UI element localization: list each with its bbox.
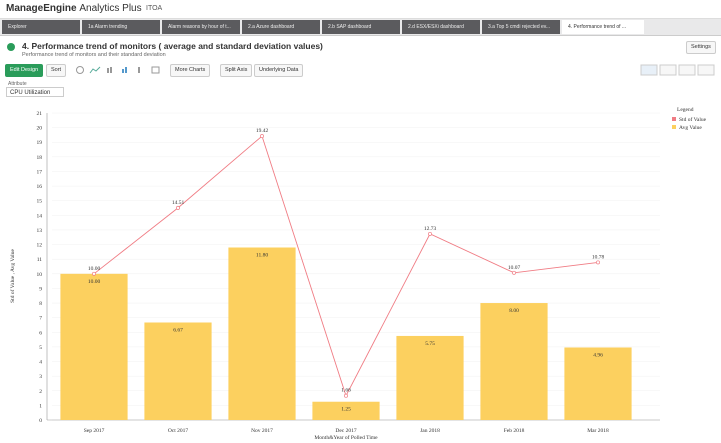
y-tick-label: 10 bbox=[37, 272, 43, 278]
x-tick-label: Mar 2018 bbox=[587, 428, 609, 434]
settings-button[interactable]: Settings bbox=[686, 41, 716, 54]
y-axis-title: Std of Value , Avg Value bbox=[9, 249, 16, 303]
x-tick-label: Feb 2018 bbox=[504, 428, 525, 434]
value-label: 6.67 bbox=[173, 327, 183, 333]
line-point bbox=[512, 270, 516, 275]
report-subtitle: Performance trend of monitors and their … bbox=[22, 52, 166, 58]
y-tick-label: 4 bbox=[39, 360, 42, 366]
top-bar: ManageEngine Analytics Plus ITOA bbox=[0, 0, 721, 19]
brand: ManageEngine Analytics Plus bbox=[6, 3, 142, 14]
tab[interactable]: 2.d ESX/ESXi dashboard bbox=[402, 20, 480, 34]
value-label: 1.66 bbox=[341, 388, 351, 394]
value-label: 8.00 bbox=[509, 308, 519, 314]
tab[interactable]: 4. Performance trend of ... bbox=[562, 20, 644, 34]
y-tick-label: 9 bbox=[39, 286, 42, 292]
line-point bbox=[344, 393, 348, 398]
value-label: 4.96 bbox=[593, 352, 603, 358]
value-label: 14.51 bbox=[172, 200, 185, 206]
y-tick-label: 0 bbox=[39, 418, 42, 424]
product-name: Analytics Plus bbox=[79, 3, 142, 14]
y-tick-label: 11 bbox=[37, 257, 43, 263]
more-charts-button[interactable]: More Charts bbox=[170, 64, 211, 77]
x-tick-label: Oct 2017 bbox=[168, 428, 189, 434]
x-tick-label: Nov 2017 bbox=[251, 428, 273, 434]
legend-swatch bbox=[672, 117, 676, 121]
tab[interactable]: Explorer bbox=[2, 20, 80, 34]
y-tick-label: 16 bbox=[37, 184, 43, 190]
y-tick-label: 1 bbox=[39, 403, 42, 409]
x-tick-label: Dec 2017 bbox=[335, 428, 356, 434]
x-axis-title: Month&Year of Polled Time bbox=[314, 434, 378, 441]
legend-label: Std of Value bbox=[679, 116, 707, 123]
legend-swatch bbox=[672, 125, 676, 129]
value-label: 19.42 bbox=[256, 128, 269, 134]
share-icons[interactable] bbox=[640, 64, 716, 76]
bar bbox=[312, 401, 380, 420]
y-tick-label: 21 bbox=[37, 111, 43, 117]
sort-button[interactable]: Sort bbox=[46, 64, 67, 77]
brand-name: ManageEngine bbox=[6, 3, 77, 14]
bar bbox=[228, 247, 296, 420]
value-label: 10.78 bbox=[592, 254, 605, 260]
tab[interactable]: Alarm reasons by hour of t... bbox=[162, 20, 240, 34]
tab[interactable]: 2.a Azure dashboard bbox=[242, 20, 320, 34]
y-tick-label: 14 bbox=[37, 213, 43, 219]
y-tick-label: 12 bbox=[37, 243, 43, 249]
tab[interactable]: 3.a Top 5 cmdi rejected ev... bbox=[482, 20, 560, 34]
filter-select[interactable]: CPU Utilization bbox=[6, 87, 64, 97]
workspace[interactable]: ITOA bbox=[146, 5, 163, 12]
report-title: 4. Performance trend of monitors ( avera… bbox=[22, 41, 323, 51]
line-point bbox=[92, 271, 96, 276]
edit-design-button[interactable]: Edit Design bbox=[5, 64, 44, 77]
tab[interactable]: 1a Alarm trending bbox=[82, 20, 160, 34]
line-point bbox=[428, 231, 432, 236]
x-tick-label: Sep 2017 bbox=[84, 428, 105, 434]
filter-label: Attribute bbox=[8, 81, 27, 87]
y-tick-label: 17 bbox=[37, 169, 43, 175]
split-axis-button[interactable]: Split Axis bbox=[220, 64, 253, 77]
y-tick-label: 13 bbox=[37, 228, 43, 234]
bar bbox=[564, 347, 632, 420]
chart-type-icons[interactable] bbox=[74, 65, 166, 75]
y-tick-label: 20 bbox=[37, 126, 43, 132]
y-tick-label: 2 bbox=[39, 389, 42, 395]
value-label: 5.75 bbox=[425, 341, 435, 347]
line-point bbox=[260, 134, 264, 139]
bar bbox=[480, 303, 548, 420]
y-tick-label: 7 bbox=[39, 316, 42, 322]
legend-label: Avg Value bbox=[679, 125, 702, 131]
bar bbox=[144, 322, 212, 420]
x-tick-label: Jan 2018 bbox=[420, 428, 440, 434]
value-label: 10.07 bbox=[508, 265, 521, 271]
line-point bbox=[176, 205, 180, 210]
value-label: 11.80 bbox=[256, 252, 268, 258]
y-tick-label: 3 bbox=[39, 374, 42, 380]
report-icon bbox=[7, 43, 15, 51]
value-label: 12.73 bbox=[424, 226, 437, 232]
chart: Std of Value , Avg Value Month&Year of P… bbox=[9, 107, 707, 441]
tab-bar: Explorer 1a Alarm trending Alarm reasons b… bbox=[0, 19, 721, 36]
y-tick-label: 8 bbox=[39, 301, 42, 307]
y-tick-label: 6 bbox=[39, 330, 42, 336]
value-label: 1.25 bbox=[341, 407, 351, 413]
bar bbox=[396, 335, 464, 420]
line-point bbox=[596, 260, 600, 265]
legend-title: Legend bbox=[677, 107, 694, 113]
underlying-data-button[interactable]: Underlying Data bbox=[254, 64, 304, 77]
y-tick-label: 5 bbox=[39, 345, 42, 351]
value-label: 10.00 bbox=[88, 266, 101, 272]
value-label: 10.00 bbox=[88, 279, 101, 285]
tab[interactable]: 2.b SAP dashboard bbox=[322, 20, 400, 34]
y-tick-label: 19 bbox=[37, 140, 43, 146]
bar bbox=[60, 273, 128, 420]
y-tick-label: 18 bbox=[37, 155, 43, 161]
y-tick-label: 15 bbox=[37, 199, 43, 205]
